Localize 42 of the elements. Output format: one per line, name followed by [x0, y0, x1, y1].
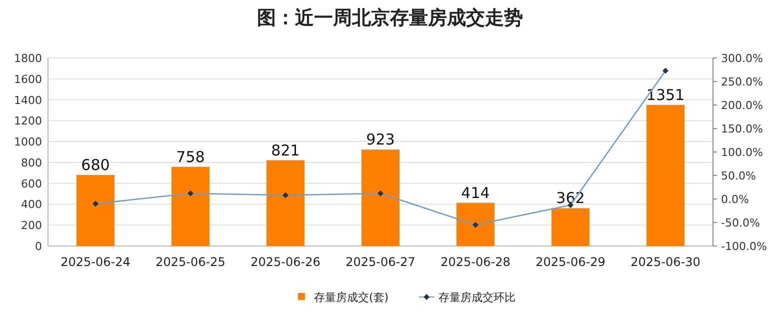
y2-tick-label: -50.0%: [721, 216, 760, 230]
y2-tick-label: 300.0%: [721, 52, 763, 65]
data-label: 821: [271, 141, 300, 160]
bar: [552, 208, 590, 246]
y-tick-label: 1000: [14, 136, 42, 149]
x-tick-label: 2025-06-28: [440, 255, 510, 269]
y-tick-label: 1600: [14, 72, 42, 86]
data-label: 680: [81, 156, 110, 174]
bar: [76, 174, 114, 246]
data-label: 758: [176, 148, 205, 166]
legend-label: 存量房成交(套): [314, 291, 389, 304]
bar: [172, 166, 210, 246]
bar: [362, 150, 400, 246]
y-tick-label: 600: [21, 177, 42, 190]
data-label: 923: [366, 130, 395, 149]
y-tick-label: 1800: [14, 52, 42, 65]
x-tick-label: 2025-06-30: [630, 255, 700, 269]
legend-label: 存量房成交环比: [438, 291, 516, 304]
data-label: 414: [461, 184, 490, 202]
bar: [456, 202, 494, 246]
y2-tick-label: 0.0%: [721, 193, 749, 206]
y-tick-label: 200: [21, 219, 42, 232]
y-tick-label: 1200: [14, 114, 42, 128]
chart-title: 图：近一周北京存量房成交走势: [257, 7, 523, 29]
y2-tick-label: -100.0%: [721, 240, 767, 253]
x-tick-label: 2025-06-25: [156, 255, 226, 269]
y2-tick-label: 250.0%: [721, 76, 763, 88]
x-tick-label: 2025-06-27: [346, 255, 416, 269]
y-tick-label: 800: [21, 156, 42, 170]
y2-tick-label: 100.0%: [721, 146, 763, 159]
x-tick-label: 2025-06-24: [60, 255, 130, 269]
x-tick-label: 2025-06-29: [536, 255, 606, 269]
y-tick-label: 400: [21, 198, 42, 212]
bar: [266, 160, 304, 246]
bar: [646, 104, 684, 246]
y2-tick-label: 150.0%: [721, 122, 763, 136]
y2-tick-label: 50.0%: [721, 170, 756, 182]
y-tick-label: 0: [35, 240, 42, 253]
y-tick-label: 1400: [14, 94, 42, 107]
x-tick-label: 2025-06-26: [250, 255, 320, 269]
y2-tick-label: 200.0%: [721, 99, 763, 112]
data-label: 1351: [646, 86, 685, 104]
